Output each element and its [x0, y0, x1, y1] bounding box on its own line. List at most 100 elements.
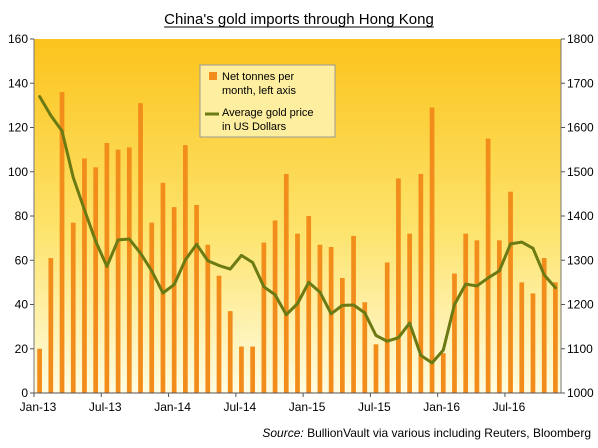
y-left-tick-label: 80 — [15, 209, 29, 223]
bar — [541, 258, 547, 393]
bar — [530, 293, 536, 393]
y-right-tick-label: 1000 — [567, 386, 594, 400]
line-series — [38, 95, 557, 365]
source-text: BullionVault via various including Reute… — [304, 426, 591, 440]
bar — [93, 167, 99, 393]
bar — [373, 344, 379, 393]
bar — [362, 302, 368, 393]
price-point — [83, 208, 86, 212]
bar — [227, 311, 233, 393]
bar — [59, 92, 65, 393]
y-left-tick-label: 140 — [8, 76, 28, 90]
legend-bar-swatch — [209, 72, 217, 80]
bar-series — [37, 92, 558, 394]
bar — [295, 233, 300, 393]
bar — [183, 145, 188, 393]
bar — [519, 282, 525, 394]
bar — [429, 107, 435, 393]
chart-title: China's gold imports through Hong Kong — [164, 11, 434, 28]
legend-box — [199, 64, 336, 138]
bar — [418, 173, 424, 393]
y-right-tick-label: 1100 — [567, 342, 593, 356]
bar — [553, 282, 558, 394]
x-tick-label: Jan-14 — [154, 400, 191, 414]
source-prefix: Source: — [262, 426, 303, 440]
price-point — [273, 293, 277, 296]
price-point — [206, 259, 209, 262]
price-point — [554, 286, 557, 289]
price-point — [318, 290, 322, 294]
bar — [261, 242, 267, 393]
bar — [283, 173, 289, 393]
price-point — [38, 95, 41, 98]
price-point — [329, 312, 333, 315]
price-point — [172, 283, 176, 286]
bar — [452, 273, 457, 393]
y-right-tick-label: 1400 — [567, 209, 594, 223]
y-right-tick-label: 1700 — [567, 76, 594, 90]
source-note: Source: BullionVault via various includi… — [262, 426, 591, 440]
price-point — [139, 251, 142, 255]
y-right-tick-label: 1200 — [567, 298, 594, 312]
x-tick-label: Jan-16 — [423, 400, 460, 414]
x-tick-label: Jul-13 — [89, 400, 122, 414]
price-point — [150, 269, 153, 273]
legend-bar-label: Net tonnes per month, left axis — [222, 71, 297, 97]
price-point — [442, 348, 445, 352]
y-right-tick-label: 1300 — [567, 253, 594, 267]
price-point — [128, 237, 131, 241]
price-point — [386, 340, 389, 343]
y-left-tick-label: 60 — [15, 253, 29, 267]
bar — [115, 149, 121, 394]
bar — [463, 233, 469, 393]
bar — [48, 258, 54, 393]
price-point — [520, 240, 523, 244]
price-point — [94, 240, 97, 243]
y-right-tick-label: 1500 — [567, 165, 594, 179]
price-point — [72, 176, 75, 179]
y-right-tick-label: 1600 — [567, 121, 594, 135]
x-tick-label: Jan-15 — [289, 400, 326, 414]
price-point — [363, 311, 366, 315]
bar — [82, 158, 87, 393]
bar — [70, 222, 76, 393]
bar — [272, 220, 278, 393]
legend-line-label-line1: Average gold price — [222, 107, 314, 119]
x-tick-label: Jul-14 — [223, 400, 256, 414]
y-left-tick-label: 120 — [8, 121, 28, 135]
x-tick-label: Jul-16 — [493, 400, 526, 414]
price-point — [453, 303, 456, 306]
bar — [205, 244, 211, 393]
bar — [407, 233, 412, 393]
price-point — [408, 321, 411, 325]
bar — [250, 346, 255, 393]
bar — [194, 204, 199, 393]
price-point — [262, 285, 266, 288]
price-point — [531, 247, 535, 250]
price-point — [296, 302, 299, 305]
price-point — [419, 354, 423, 357]
bar — [508, 191, 513, 393]
bar — [328, 246, 334, 393]
bar — [37, 348, 42, 393]
price-point — [195, 243, 198, 246]
bar — [496, 240, 502, 393]
bar — [351, 235, 356, 393]
bar — [171, 207, 177, 393]
price-point — [285, 313, 288, 316]
price-point — [49, 114, 53, 117]
price-point — [374, 334, 378, 337]
price-point — [486, 276, 490, 280]
bar — [340, 277, 345, 393]
bar — [317, 244, 323, 393]
price-point — [475, 284, 479, 288]
bar — [104, 142, 110, 393]
x-tick-label: Jan-13 — [20, 400, 57, 414]
bar — [138, 103, 143, 393]
legend-line-label: Average gold price in US Dollars — [222, 107, 317, 133]
price-point — [307, 281, 310, 284]
price-point — [464, 282, 467, 286]
price-point — [352, 303, 355, 307]
bar — [306, 216, 312, 393]
